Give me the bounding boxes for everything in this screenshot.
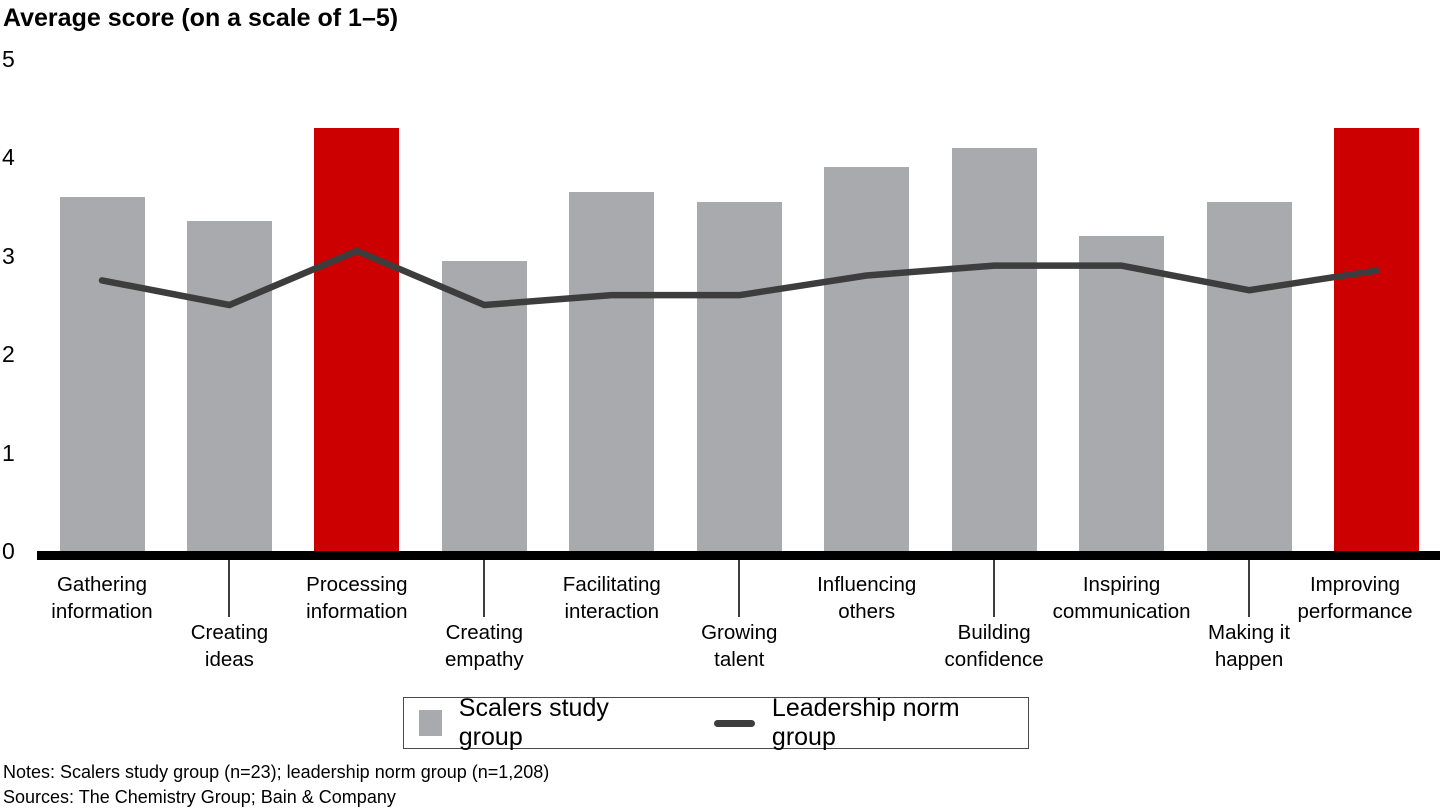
bar-creating-ideas bbox=[186, 221, 272, 551]
bar-influencing-others bbox=[824, 167, 910, 551]
x-axis-label-creating-ideas: Creating ideas bbox=[190, 621, 269, 671]
y-axis-tick-label-1: 1 bbox=[2, 439, 15, 466]
legend-label-scalers-study-group: Scalers study group bbox=[458, 694, 609, 751]
bar-processing-information bbox=[314, 127, 400, 551]
bar-creating-empathy bbox=[441, 260, 527, 551]
y-axis-tick-label-0: 0 bbox=[2, 538, 15, 564]
x-axis-label-building-confidence: Building confidence bbox=[944, 621, 1044, 671]
x-axis-label-gathering-information: Gathering information bbox=[51, 573, 153, 623]
x-axis-label-processing-information: Processing information bbox=[306, 573, 408, 623]
x-axis-label-creating-empathy: Creating empathy bbox=[445, 621, 524, 671]
bar-making-it-happen bbox=[1206, 201, 1292, 551]
bar-gathering-information bbox=[59, 196, 145, 551]
y-axis-tick-label-2: 2 bbox=[2, 341, 15, 368]
x-axis-leader-line-creating-empathy bbox=[483, 560, 486, 617]
y-axis-tick-label-5: 5 bbox=[2, 46, 15, 72]
x-axis-leader-line-building-confidence bbox=[993, 560, 996, 617]
legend: Scalers study group Leadership norm grou… bbox=[403, 694, 1029, 752]
x-axis-label-inspiring-communication: Inspiring communication bbox=[1052, 573, 1191, 623]
bar-growing-talent bbox=[696, 201, 782, 551]
x-axis-label-facilitating-interaction: Facilitating interaction bbox=[562, 573, 661, 623]
x-axis-leader-line-making-it-happen bbox=[1248, 560, 1251, 617]
legend-item-scalers-study-group: Scalers study group bbox=[419, 694, 678, 752]
legend-item-leadership-norm-group: Leadership norm group bbox=[714, 694, 1028, 752]
y-axis-tick-label-4: 4 bbox=[2, 144, 15, 171]
bar-facilitating-interaction bbox=[569, 191, 655, 551]
chart-title: Average score (on a scale of 1–5) bbox=[3, 4, 399, 32]
bar-inspiring-communication bbox=[1079, 236, 1165, 551]
bar-swatch-icon bbox=[419, 710, 442, 736]
x-axis-line bbox=[37, 551, 1440, 560]
sources-text: Sources: The Chemistry Group; Bain & Com… bbox=[3, 787, 396, 807]
x-axis-label-making-it-happen: Making it happen bbox=[1208, 621, 1291, 671]
x-axis-label-influencing-others: Influencing others bbox=[817, 573, 917, 623]
bar-improving-performance bbox=[1334, 127, 1419, 551]
notes-text: Notes: Scalers study group (n=23); leade… bbox=[3, 762, 550, 782]
line-swatch-icon bbox=[714, 719, 755, 727]
y-axis-tick-label-3: 3 bbox=[2, 242, 15, 269]
legend-label-leadership-norm-group: Leadership norm group bbox=[771, 694, 960, 751]
x-axis-label-improving-performance: Improving performance bbox=[1297, 573, 1413, 623]
x-axis-leader-line-growing-talent bbox=[738, 560, 741, 617]
x-axis-leader-line-creating-ideas bbox=[228, 560, 231, 617]
bar-building-confidence bbox=[951, 147, 1037, 551]
x-axis-label-growing-talent: Growing talent bbox=[701, 621, 778, 671]
